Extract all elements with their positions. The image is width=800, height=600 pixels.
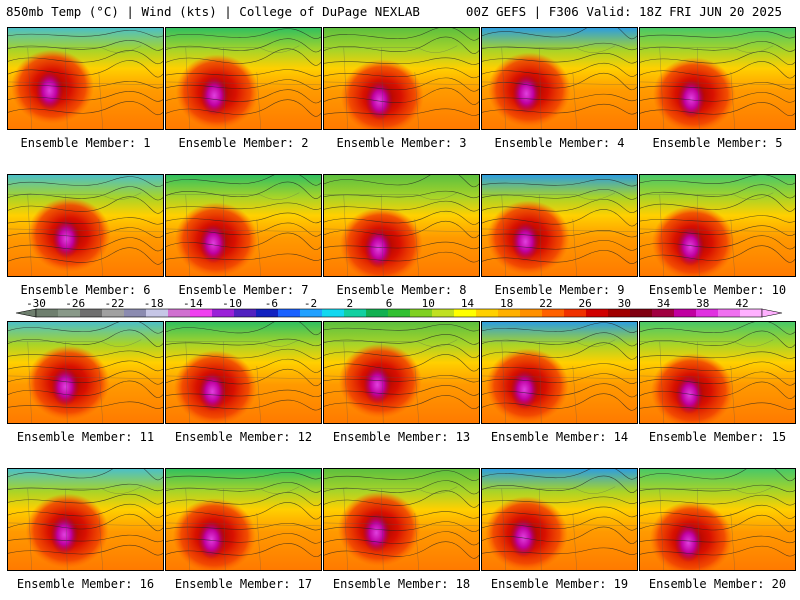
colorbar-arrow-left [15, 308, 37, 318]
colorbar-swatch [168, 309, 191, 317]
ensemble-member-label: Ensemble Member: 8 [336, 283, 467, 297]
colorbar-tick-label: -26 [65, 297, 85, 310]
colorbar-swatch [190, 309, 213, 317]
colorbar-swatch [652, 309, 675, 317]
colorbar-tick-label: -14 [183, 297, 203, 310]
colorbar-tick-label: 10 [422, 297, 435, 310]
ensemble-member-label: Ensemble Member: 12 [174, 430, 313, 444]
colorbar-swatch [476, 309, 499, 317]
colorbar-tick-label: 34 [657, 297, 671, 310]
ensemble-member-map [7, 321, 164, 424]
ensemble-member-label: Ensemble Member: 17 [174, 577, 313, 591]
ensemble-member-label: Ensemble Member: 16 [16, 577, 155, 591]
ensemble-member-map [165, 321, 322, 424]
ensemble-member-map [7, 174, 164, 277]
colorbar-swatch [278, 309, 301, 317]
colorbar-swatch [564, 309, 587, 317]
temperature-colorbar: -30 -26 -22 -18 -14 -10 -6 -2 2 6 10 14 18 22 26 30 34 38… [15, 297, 783, 318]
ensemble-member-label: Ensemble Member: 1 [20, 136, 151, 150]
ensemble-member-label: Ensemble Member: 13 [332, 430, 471, 444]
colorbar-tick-label: -2 [304, 297, 317, 310]
colorbar-tick-label: 18 [500, 297, 513, 310]
ensemble-member-map [323, 321, 480, 424]
colorbar-tick-label: 22 [539, 297, 552, 310]
ensemble-member-label: Ensemble Member: 6 [20, 283, 151, 297]
colorbar-swatch [454, 309, 477, 317]
colorbar-swatch [80, 309, 103, 317]
ensemble-member-label: Ensemble Member: 7 [178, 283, 309, 297]
colorbar-swatch [300, 309, 323, 317]
ensemble-member-map [639, 468, 796, 571]
colorbar-tick-label: -6 [265, 297, 278, 310]
colorbar-swatch [696, 309, 719, 317]
ensemble-member-map [165, 174, 322, 277]
colorbar-tick-label: 42 [735, 297, 748, 310]
colorbar-tick-label: -10 [222, 297, 242, 310]
ensemble-member-map [639, 321, 796, 424]
colorbar-swatch [630, 309, 653, 317]
ensemble-member-map [481, 174, 638, 277]
ensemble-member-label: Ensemble Member: 18 [332, 577, 471, 591]
ensemble-member-map [481, 321, 638, 424]
ensemble-member-label: Ensemble Member: 15 [648, 430, 787, 444]
ensemble-member-map [7, 468, 164, 571]
ensemble-member-label: Ensemble Member: 20 [648, 577, 787, 591]
ensemble-member-map [639, 174, 796, 277]
colorbar-tick-label: 26 [578, 297, 591, 310]
colorbar-swatch [36, 309, 59, 317]
colorbar-tick-label: 6 [386, 297, 393, 310]
colorbar-swatch [432, 309, 455, 317]
header-title-right: 00Z GEFS | F306 Valid: 18Z FRI JUN 20 20… [465, 4, 782, 19]
ensemble-member-label: Ensemble Member: 10 [648, 283, 787, 297]
colorbar-swatch [542, 309, 565, 317]
ensemble-member-map [7, 27, 164, 130]
ensemble-member-label: Ensemble Member: 3 [336, 136, 467, 150]
colorbar-tick-label: -22 [105, 297, 125, 310]
colorbar-swatch [102, 309, 125, 317]
colorbar-swatch [674, 309, 697, 317]
ensemble-member-label: Ensemble Member: 9 [494, 283, 625, 297]
ensemble-member-map [323, 468, 480, 571]
ensemble-member-map [323, 174, 480, 277]
colorbar-arrow-right [761, 308, 783, 318]
colorbar-swatch [718, 309, 741, 317]
colorbar-swatch [410, 309, 433, 317]
ensemble-member-label: Ensemble Member: 14 [490, 430, 629, 444]
colorbar-swatch [366, 309, 389, 317]
colorbar-swatch [388, 309, 411, 317]
colorbar-tick-label: 38 [696, 297, 709, 310]
colorbar-swatch [740, 309, 763, 317]
colorbar-swatch [322, 309, 345, 317]
ensemble-member-map [639, 27, 796, 130]
header-title-left: 850mb Temp (°C) | Wind (kts) | College o… [6, 4, 420, 19]
colorbar-swatch [212, 309, 235, 317]
ensemble-member-map [481, 27, 638, 130]
colorbar-swatch [608, 309, 631, 317]
ensemble-member-map [165, 27, 322, 130]
ensemble-member-map [323, 27, 480, 130]
colorbar-swatch [344, 309, 367, 317]
colorbar-tick-label: 2 [346, 297, 353, 310]
colorbar-swatch [146, 309, 169, 317]
ensemble-member-label: Ensemble Member: 11 [16, 430, 155, 444]
ensemble-member-map [165, 468, 322, 571]
colorbar-tick-label: 30 [618, 297, 631, 310]
colorbar-swatch [256, 309, 279, 317]
colorbar-tick-label: -30 [26, 297, 46, 310]
colorbar-tick-label: 14 [461, 297, 475, 310]
colorbar-swatch [520, 309, 543, 317]
colorbar-tick-label: -18 [144, 297, 164, 310]
ensemble-member-map [481, 468, 638, 571]
ensemble-member-label: Ensemble Member: 19 [490, 577, 629, 591]
ensemble-member-label: Ensemble Member: 2 [178, 136, 309, 150]
ensemble-member-label: Ensemble Member: 5 [652, 136, 783, 150]
colorbar-swatch [58, 309, 81, 317]
ensemble-member-label: Ensemble Member: 4 [494, 136, 625, 150]
colorbar-swatch [234, 309, 257, 317]
colorbar-swatch [498, 309, 521, 317]
colorbar-swatch [124, 309, 147, 317]
colorbar-swatch [586, 309, 609, 317]
